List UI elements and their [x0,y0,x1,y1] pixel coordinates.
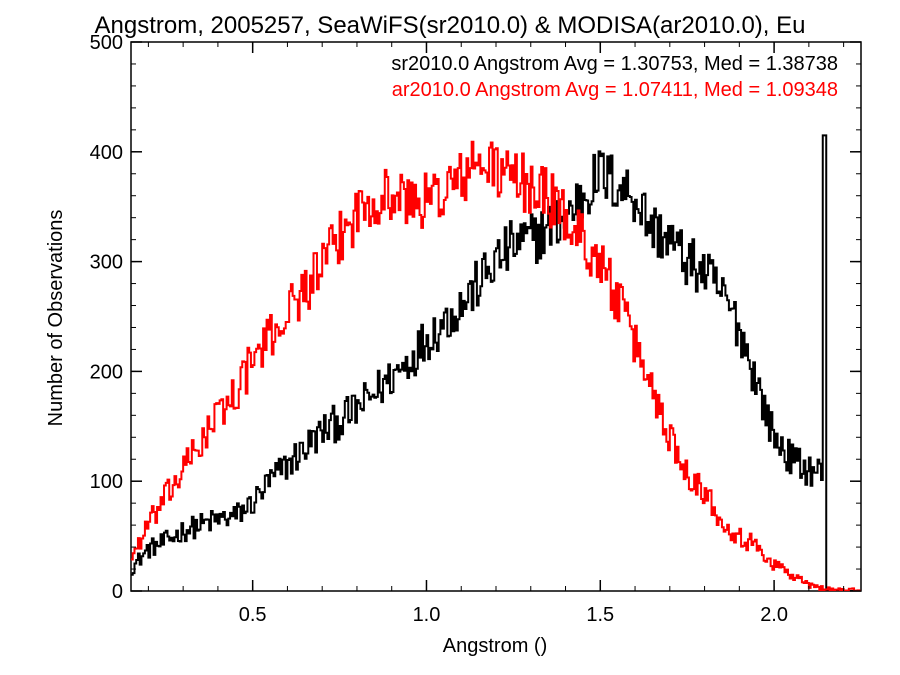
x-tick-label: 2.0 [760,604,788,626]
legend: sr2010.0 Angstrom Avg = 1.30753, Med = 1… [391,53,838,101]
histogram-series-2 [131,140,861,591]
chart-title: Angstrom, 2005257, SeaWiFS(sr2010.0) & M… [95,12,806,39]
y-tick-label: 100 [90,471,123,493]
y-tick-label: 300 [90,252,123,274]
y-tick-label: 500 [90,32,123,54]
y-tick-label: 0 [112,581,123,603]
y-tick-label: 400 [90,142,123,164]
legend-entry: ar2010.0 Angstrom Avg = 1.07411, Med = 1… [392,79,838,101]
y-axis-label: Number of Observations [45,210,67,427]
legend-entry: sr2010.0 Angstrom Avg = 1.30753, Med = 1… [391,53,838,75]
x-axis-label: Angstrom () [443,635,547,657]
axes-layer: 0.5 1.0 1.5 2.0 0 100 200 300 400 500 [90,32,861,626]
histogram-series-1 [131,134,861,591]
x-tick-label: 1.0 [413,604,441,626]
series-layer [131,134,861,591]
y-tick-label: 200 [90,361,123,383]
x-tick-label: 1.5 [586,604,614,626]
x-tick-label: 0.5 [239,604,267,626]
